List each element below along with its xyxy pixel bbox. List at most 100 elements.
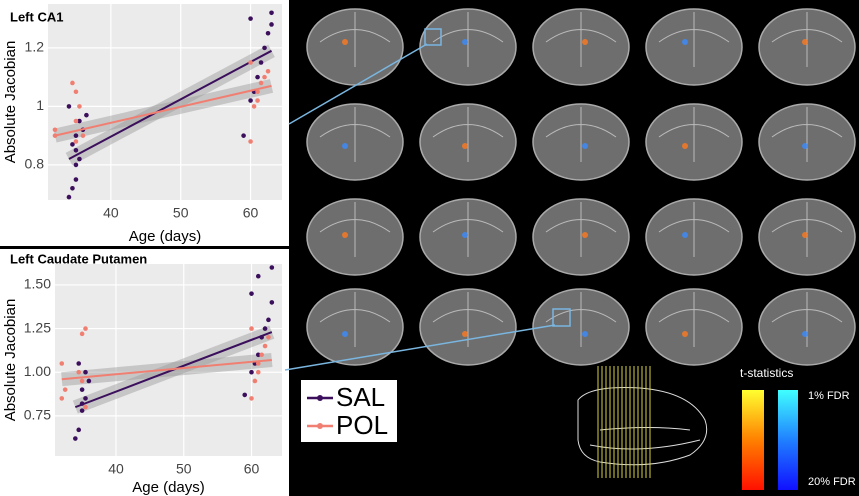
data-point — [76, 428, 81, 433]
data-point — [262, 46, 267, 51]
data-point — [53, 127, 58, 132]
data-point — [266, 69, 271, 74]
data-point — [67, 104, 72, 109]
data-point — [270, 265, 275, 270]
activation — [682, 39, 688, 45]
data-point — [77, 104, 82, 109]
data-point — [255, 98, 260, 103]
data-point — [249, 396, 254, 401]
data-point — [67, 195, 72, 200]
colorbar-positive — [742, 390, 764, 490]
activation — [682, 331, 688, 337]
y-tick-label: 1.25 — [24, 319, 51, 335]
data-point — [259, 81, 264, 86]
data-point — [248, 98, 253, 103]
data-point — [269, 10, 274, 15]
activation — [802, 39, 808, 45]
data-point — [81, 133, 86, 138]
activation — [802, 232, 808, 238]
data-point — [74, 177, 79, 182]
activation — [462, 143, 468, 149]
data-point — [87, 379, 92, 384]
data-point — [80, 379, 85, 384]
x-axis-label: Age (days) — [129, 228, 202, 245]
y-tick-label: 1.2 — [25, 39, 45, 55]
x-axis-label: Age (days) — [132, 479, 205, 496]
data-point — [248, 16, 253, 21]
legend-swatch — [317, 423, 323, 429]
y-axis-label: Absolute Jacobian — [2, 41, 19, 164]
data-point — [73, 436, 78, 441]
data-point — [269, 22, 274, 27]
data-point — [74, 89, 79, 94]
legend-label: SAL — [336, 382, 385, 412]
data-point — [83, 326, 88, 331]
data-point — [263, 344, 268, 349]
activation — [462, 232, 468, 238]
data-point — [248, 139, 253, 144]
data-point — [266, 31, 271, 36]
x-tick-label: 60 — [244, 461, 260, 477]
data-point — [59, 396, 64, 401]
data-point — [249, 370, 254, 375]
data-point — [252, 104, 257, 109]
x-tick-label: 50 — [173, 205, 189, 221]
data-point — [248, 60, 253, 65]
data-point — [76, 370, 81, 375]
data-point — [270, 300, 275, 305]
activation — [582, 331, 588, 337]
y-tick-label: 0.8 — [25, 156, 45, 172]
figure: SALPOL t-statistics 1% FDR 20% FDR 0.811… — [0, 0, 859, 496]
legend-swatch — [317, 395, 323, 401]
y-tick-label: 0.75 — [24, 407, 51, 423]
data-point — [74, 163, 79, 168]
activation — [582, 39, 588, 45]
data-point — [83, 405, 88, 410]
data-point — [83, 370, 88, 375]
data-point — [266, 318, 271, 323]
data-point — [266, 335, 271, 340]
y-tick-label: 1.00 — [24, 363, 51, 379]
data-point — [74, 148, 79, 153]
y-tick-label: 1 — [36, 97, 44, 113]
activation — [682, 143, 688, 149]
activation — [582, 232, 588, 238]
activation — [342, 331, 348, 337]
data-point — [74, 119, 79, 124]
activation — [682, 232, 688, 238]
data-point — [80, 408, 85, 413]
activation — [802, 331, 808, 337]
data-point — [256, 274, 261, 279]
chart-title: Left Caudate Putamen — [10, 251, 147, 266]
colorbar-negative — [778, 390, 798, 490]
activation — [342, 39, 348, 45]
activation — [582, 143, 588, 149]
x-tick-label: 40 — [103, 205, 119, 221]
data-point — [84, 113, 89, 118]
data-point — [249, 291, 254, 296]
data-point — [74, 139, 79, 144]
data-point — [74, 133, 79, 138]
data-point — [80, 387, 85, 392]
data-point — [76, 361, 81, 366]
data-point — [241, 133, 246, 138]
data-point — [253, 379, 258, 384]
colorbar-title: t-statistics — [740, 366, 793, 380]
activation — [462, 331, 468, 337]
data-point — [242, 393, 247, 398]
legend-label: POL — [336, 410, 388, 440]
colorbar-label: 20% FDR — [808, 476, 856, 488]
data-point — [259, 352, 264, 357]
data-point — [259, 60, 264, 65]
x-tick-label: 40 — [108, 461, 124, 477]
y-axis-label: Absolute Jacobian — [2, 299, 19, 422]
data-point — [263, 326, 268, 331]
activation — [342, 143, 348, 149]
x-tick-label: 50 — [176, 461, 192, 477]
data-point — [59, 361, 64, 366]
chart-title: Left CA1 — [10, 9, 63, 24]
data-point — [77, 157, 82, 162]
data-point — [70, 81, 75, 86]
data-point — [70, 186, 75, 191]
x-tick-label: 60 — [243, 205, 259, 221]
